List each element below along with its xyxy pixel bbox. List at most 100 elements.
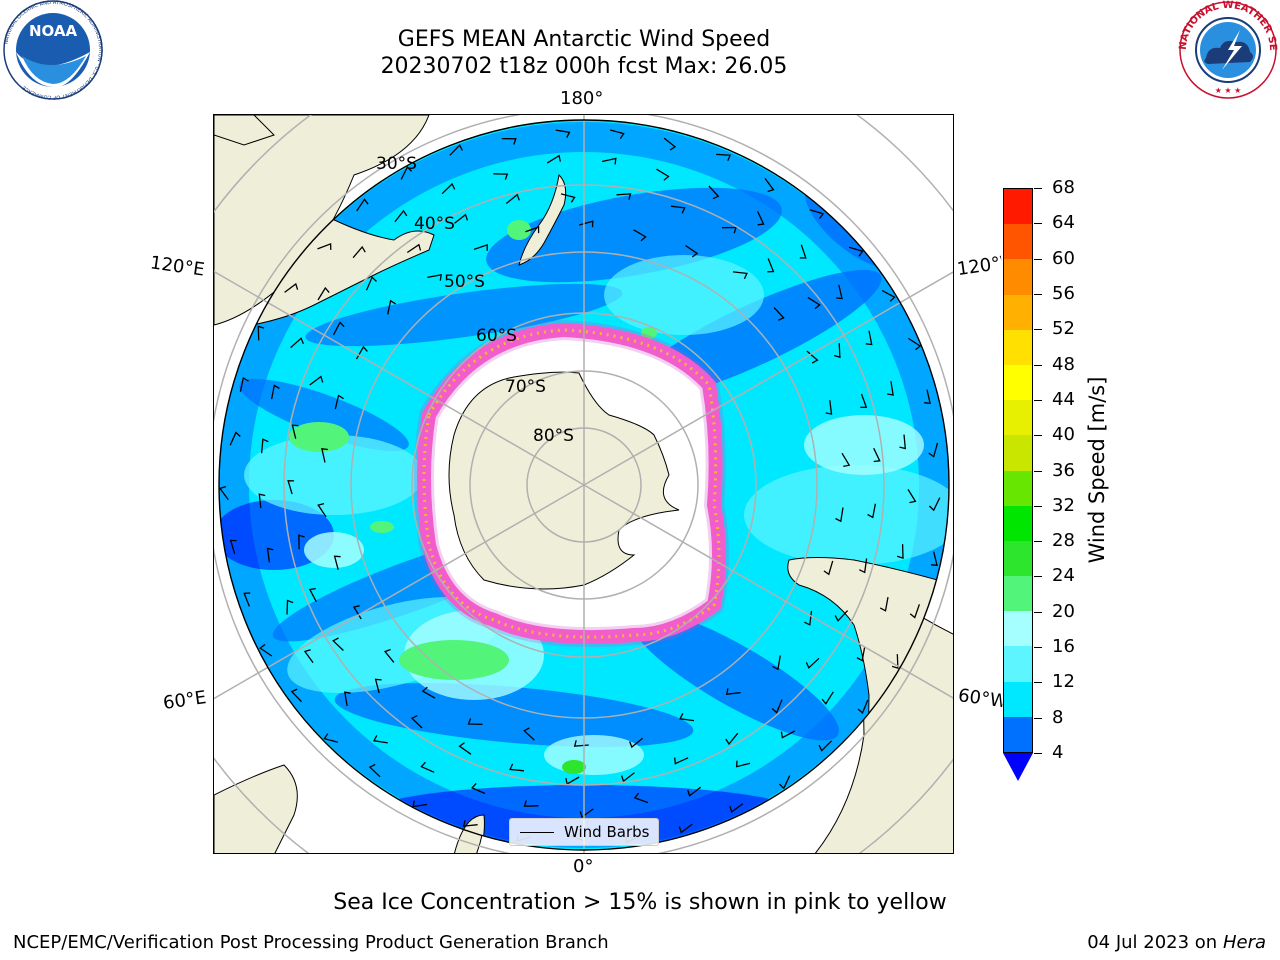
wind-barb bbox=[334, 394, 344, 410]
wind-barb bbox=[856, 646, 866, 662]
legend-label: Wind Barbs bbox=[564, 823, 650, 841]
colorbar-segment bbox=[1004, 364, 1032, 401]
wind-barb bbox=[501, 137, 517, 145]
colorbar-tick-label: 32 bbox=[1052, 494, 1075, 516]
colorbar-tick bbox=[1034, 647, 1042, 649]
wind-barb bbox=[825, 400, 833, 415]
wind-barb bbox=[809, 209, 825, 219]
colorbar-tick-label: 40 bbox=[1052, 424, 1075, 446]
wind-barb bbox=[525, 226, 540, 234]
wind-barb bbox=[924, 389, 931, 405]
colorbar-tick bbox=[1034, 258, 1042, 260]
lon-label-0: 0° bbox=[573, 856, 594, 877]
wind-barb bbox=[833, 343, 841, 359]
wind-barb bbox=[467, 718, 483, 726]
wind-barb bbox=[332, 321, 345, 336]
wind-barb bbox=[897, 544, 904, 559]
wind-barb bbox=[848, 246, 864, 257]
colorbar-segment bbox=[1004, 505, 1032, 541]
colorbar-tick bbox=[1034, 399, 1042, 401]
svg-text:★ ★ ★: ★ ★ ★ bbox=[1215, 86, 1242, 95]
colorbar-tick-label: 8 bbox=[1052, 706, 1064, 728]
wind-barb bbox=[421, 686, 436, 699]
wind-barb bbox=[773, 307, 785, 321]
wind-barb bbox=[930, 551, 938, 567]
lat-label-50s: 50°S bbox=[444, 272, 485, 292]
wind-barb bbox=[493, 173, 509, 180]
wind-barb bbox=[219, 485, 229, 501]
wind-barb bbox=[471, 782, 486, 795]
lat-label-30s: 30°S bbox=[376, 154, 417, 174]
wind-barb bbox=[779, 775, 791, 790]
colorbar-tick bbox=[1034, 329, 1042, 331]
wind-barb bbox=[290, 688, 302, 703]
wind-barb bbox=[735, 760, 751, 768]
wind-barb bbox=[899, 434, 907, 450]
lon-label-60w: 60°W bbox=[956, 684, 1005, 713]
colorbar-tick-label: 12 bbox=[1052, 671, 1075, 693]
lat-label-70s: 70°S bbox=[505, 377, 546, 397]
wind-barb bbox=[841, 452, 851, 468]
wind-barb bbox=[687, 786, 702, 797]
colorbar-title: Wind Speed [m/s] bbox=[1085, 376, 1109, 564]
wind-barb bbox=[721, 226, 737, 234]
wind-barb bbox=[633, 792, 649, 804]
wind-barb bbox=[555, 129, 571, 138]
chart-subtitle: 20230702 t18z 000h fcst Max: 26.05 bbox=[380, 54, 788, 79]
wind-barb bbox=[400, 165, 413, 180]
colorbar-segment bbox=[1004, 259, 1032, 295]
wind-barb bbox=[663, 137, 677, 151]
wind-barb bbox=[286, 599, 294, 615]
colorbar-tick-label: 60 bbox=[1052, 247, 1075, 269]
wind-barb bbox=[579, 808, 594, 819]
wind-barb bbox=[266, 547, 274, 563]
wind-barb bbox=[356, 198, 369, 212]
colorbar-tick bbox=[1034, 435, 1042, 437]
wind-barb bbox=[708, 185, 720, 200]
colorbar-tick bbox=[1034, 717, 1042, 719]
wind-barb bbox=[287, 480, 295, 495]
wind-barb bbox=[807, 296, 821, 310]
wind-barb bbox=[610, 129, 625, 139]
wind-barb bbox=[317, 502, 327, 518]
colorbar-tick-label: 24 bbox=[1052, 565, 1075, 587]
wind-barb bbox=[284, 282, 299, 293]
colorbar-tick bbox=[1034, 753, 1042, 754]
wind-barb bbox=[928, 442, 939, 458]
wind-barb bbox=[257, 325, 265, 341]
colorbar-segment bbox=[1004, 540, 1032, 577]
wind-barb bbox=[344, 691, 351, 707]
wind-barb bbox=[879, 596, 889, 612]
wind-barb bbox=[757, 211, 765, 226]
footer-date: 04 Jul 2023 on bbox=[1087, 932, 1223, 953]
wind-barb bbox=[767, 258, 775, 273]
wind-barb bbox=[441, 182, 456, 195]
wind-barb bbox=[629, 737, 644, 749]
wind-barb bbox=[387, 299, 397, 315]
colorbar-tick bbox=[1034, 188, 1042, 189]
colorbar-tick bbox=[1034, 541, 1042, 543]
wind-barb bbox=[270, 384, 280, 400]
colorbar-tick bbox=[1034, 682, 1042, 684]
wind-barb bbox=[383, 648, 395, 663]
colorbar-tick-label: 68 bbox=[1052, 177, 1075, 198]
map-svg: 30°S 40°S 50°S 60°S 70°S 80°S bbox=[214, 115, 953, 853]
colorbar-tick-label: 28 bbox=[1052, 530, 1075, 552]
wind-barb bbox=[865, 330, 873, 346]
wind-barb bbox=[656, 168, 670, 181]
wind-barb bbox=[679, 713, 695, 722]
wind-barb bbox=[365, 276, 377, 291]
wind-barb bbox=[308, 587, 317, 603]
wind-barb bbox=[674, 757, 689, 765]
colorbar-tick bbox=[1034, 611, 1042, 613]
wind-barb bbox=[462, 820, 478, 827]
wind-barb bbox=[805, 657, 820, 669]
lon-label-120e: 120°E bbox=[148, 252, 206, 281]
footer-right: 04 Jul 2023 on Hera bbox=[1087, 932, 1266, 953]
wind-barb bbox=[332, 637, 344, 651]
colorbar bbox=[1003, 188, 1033, 753]
wind-barb bbox=[725, 688, 741, 695]
lon-label-120w: 120°W bbox=[955, 252, 1004, 281]
wind-barb bbox=[317, 286, 330, 301]
colorbar-segment bbox=[1004, 400, 1032, 436]
